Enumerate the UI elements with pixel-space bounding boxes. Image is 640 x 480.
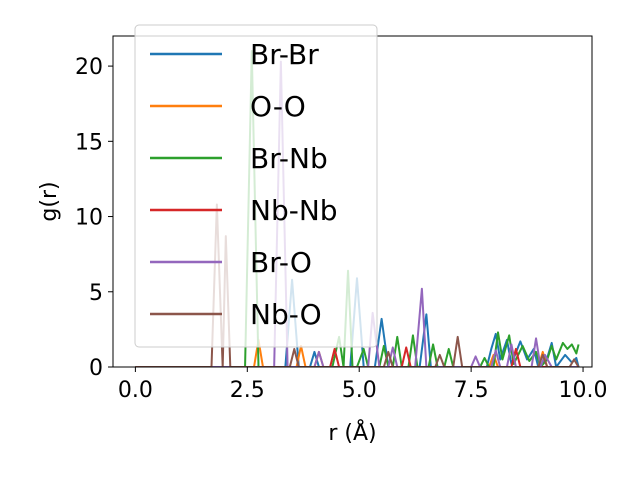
- legend-label: Br-O: [250, 246, 312, 279]
- y-tick-label: 10: [75, 206, 103, 231]
- y-tick-label: 5: [89, 281, 103, 306]
- x-tick-label: 10.0: [559, 378, 608, 403]
- y-axis-label: g(r): [37, 181, 62, 221]
- legend-label: Br-Nb: [250, 142, 328, 175]
- x-tick-label: 2.5: [230, 378, 265, 403]
- y-tick-label: 15: [75, 130, 103, 155]
- y-tick-label: 0: [89, 356, 103, 381]
- legend-label: Br-Br: [250, 38, 319, 71]
- x-axis-label: r (Å): [328, 419, 376, 446]
- series-line-nb-nb: [135, 346, 579, 367]
- legend-label: Nb-O: [250, 298, 322, 331]
- ticks-layer: 0.0 2.5 5.0 7.5 10.0 0 5 10 15 20: [75, 55, 608, 403]
- y-tick-label: 20: [75, 55, 103, 80]
- x-tick-label: 7.5: [454, 378, 489, 403]
- x-tick-label: 5.0: [342, 378, 377, 403]
- legend-label: Nb-Nb: [250, 194, 338, 227]
- legend-label: O-O: [250, 90, 306, 123]
- x-tick-label: 0.0: [118, 378, 153, 403]
- legend: Br-Br O-O Br-Nb Nb-Nb Br-O Nb-O: [134, 24, 378, 348]
- series-line-br-o: [135, 60, 579, 367]
